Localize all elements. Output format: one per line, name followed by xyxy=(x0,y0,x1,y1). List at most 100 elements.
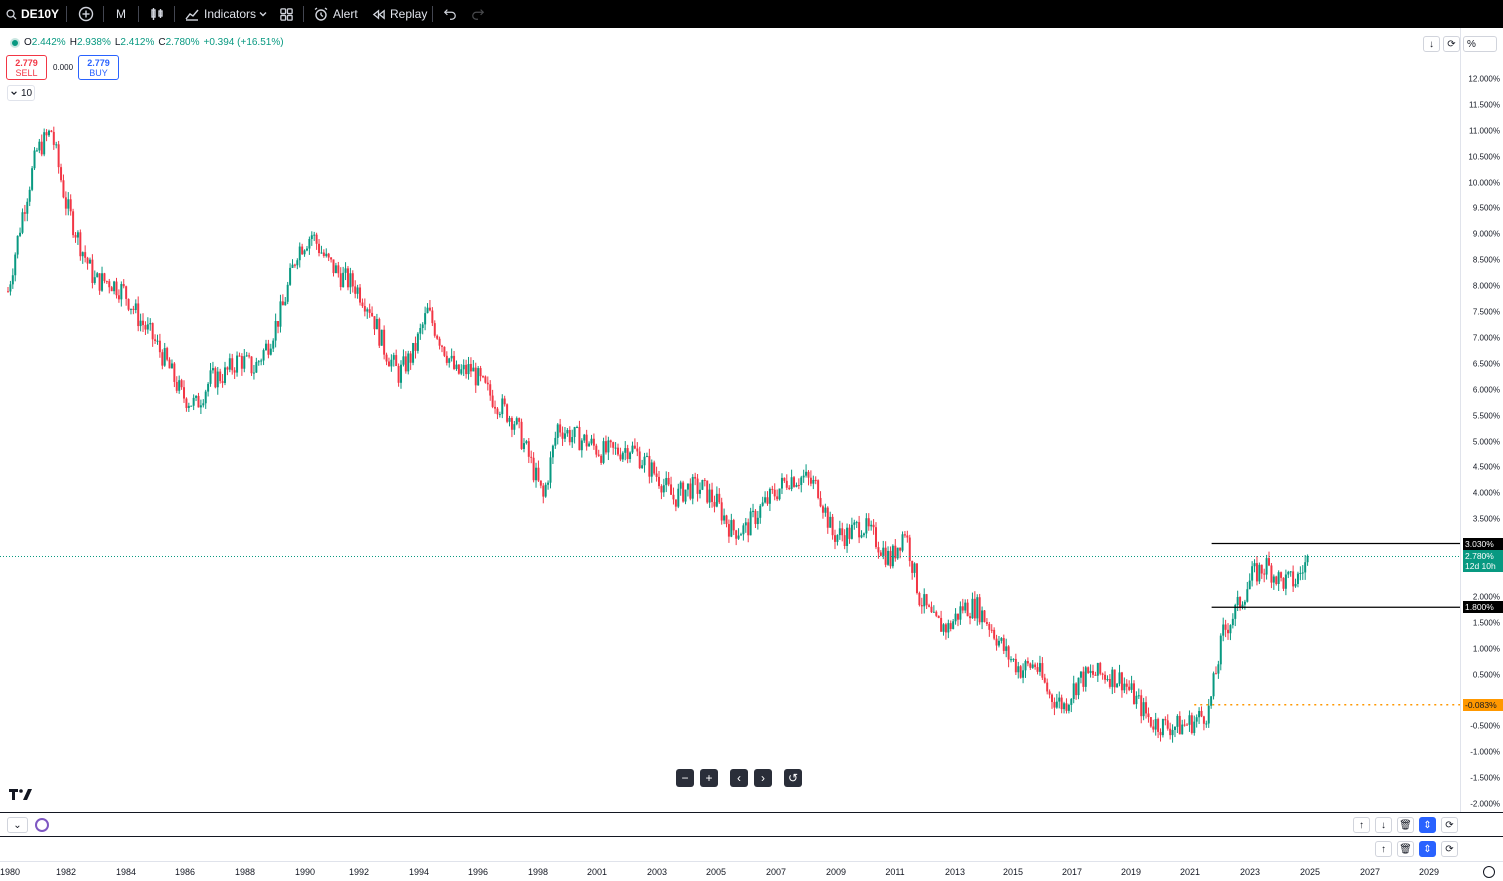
delete-pane-button[interactable]: 🗑 xyxy=(1397,817,1414,833)
candle-body xyxy=(944,624,947,633)
maximize-pane-button[interactable]: ⇕ xyxy=(1419,841,1436,857)
move-pane-down-button[interactable]: ↓ xyxy=(1375,817,1392,833)
candle-body xyxy=(826,507,829,528)
candle-body xyxy=(1055,701,1058,708)
plus-circle-icon xyxy=(78,6,94,22)
scroll-left-button[interactable]: ‹ xyxy=(730,769,748,787)
pane-settings-button[interactable]: ⟳ xyxy=(1441,841,1458,857)
price-tick-label: 5.000% xyxy=(1472,437,1500,446)
candle-body xyxy=(284,301,287,306)
zoom-in-button[interactable]: + xyxy=(700,769,718,787)
candle-body xyxy=(457,364,460,374)
candle-body xyxy=(202,403,205,406)
candle-body xyxy=(530,456,533,458)
time-scale[interactable]: 1980 1982 1984 1986 1988 1990 1992 1994 1996 1998… xyxy=(0,863,1503,881)
candle-body xyxy=(698,489,701,494)
alert-button[interactable]: Alert xyxy=(313,0,358,28)
candle-body xyxy=(407,353,410,372)
sell-button[interactable]: 2.779 SELL xyxy=(6,55,47,80)
alert-label: Alert xyxy=(333,7,358,21)
move-pane-up-button[interactable]: ↑ xyxy=(1353,817,1370,833)
buy-button[interactable]: 2.779 BUY xyxy=(78,55,119,80)
price-chart[interactable] xyxy=(0,28,1460,812)
candle-body xyxy=(556,424,559,438)
candle-body xyxy=(638,451,641,469)
candle-body xyxy=(1253,563,1256,567)
pane-settings-button[interactable]: ⟳ xyxy=(1441,817,1458,833)
candle-body xyxy=(1275,576,1278,585)
redo-button[interactable] xyxy=(471,0,485,28)
candle-body xyxy=(853,522,856,525)
compare-symbol-button[interactable] xyxy=(78,0,94,28)
candle-body xyxy=(1024,661,1027,671)
candle-body xyxy=(28,189,31,202)
candle-body xyxy=(691,476,694,499)
templates-button[interactable] xyxy=(279,0,294,28)
time-tick-label: 2003 xyxy=(646,867,668,877)
candle-body xyxy=(1251,566,1254,581)
candle-body xyxy=(98,273,101,291)
price-tick-label: -1.500% xyxy=(1470,773,1500,783)
candle-body xyxy=(1096,663,1099,676)
candle-body xyxy=(67,199,70,209)
reset-chart-button[interactable]: ↺ xyxy=(784,769,802,787)
candle-body xyxy=(142,320,145,326)
candle-body xyxy=(614,447,617,449)
candle-body xyxy=(175,381,178,391)
candle-body xyxy=(713,501,716,507)
bar-countdown: 12d 10h xyxy=(1465,561,1496,572)
indicators-button[interactable]: Indicators xyxy=(184,0,256,28)
collapse-pane-button[interactable]: ⌄ xyxy=(7,817,28,833)
search-icon xyxy=(6,8,17,20)
percent-scale-toggle[interactable]: % xyxy=(1463,36,1497,52)
candle-body xyxy=(761,502,764,506)
interval-button[interactable]: M xyxy=(116,0,126,28)
candle-body xyxy=(1082,671,1085,687)
candle-body xyxy=(1282,577,1285,589)
candle-body xyxy=(785,480,788,488)
candle-body xyxy=(814,479,817,481)
candle-body xyxy=(419,328,422,334)
candle-body xyxy=(183,387,186,399)
candle-body xyxy=(629,452,632,460)
time-tick-label: 1982 xyxy=(55,867,77,877)
candle-body xyxy=(305,248,308,251)
market-status-icon xyxy=(10,37,20,48)
chart-type-button[interactable] xyxy=(149,0,165,28)
candle-body xyxy=(375,318,378,330)
sync-icon[interactable] xyxy=(35,818,49,832)
undo-button[interactable] xyxy=(443,0,457,28)
candle-body xyxy=(527,441,530,457)
candle-body xyxy=(221,381,224,383)
candle-body xyxy=(1181,724,1184,735)
candle-body xyxy=(421,324,424,329)
price-scale[interactable]: 12.000% 11.500% 11.000% 10.500% 10.000% 9.500… xyxy=(1460,28,1503,812)
move-pane-up-button[interactable]: ↑ xyxy=(1375,841,1392,857)
maximize-pane-button[interactable]: ⇕ xyxy=(1419,817,1436,833)
candle-body xyxy=(1051,694,1054,703)
candle-body xyxy=(1089,670,1092,673)
candle-body xyxy=(841,528,844,536)
time-tick-label: 1988 xyxy=(234,867,256,877)
price-tick-label: 7.000% xyxy=(1472,333,1500,343)
candle-body xyxy=(809,477,812,484)
candle-body xyxy=(563,433,566,439)
indicator-collapse-chip[interactable]: 10 xyxy=(7,85,35,101)
time-tick-label: 2001 xyxy=(586,867,608,877)
settings-icon[interactable] xyxy=(1483,866,1495,878)
replay-button[interactable]: Replay xyxy=(371,0,427,28)
reset-scale-button[interactable]: ⟳ xyxy=(1443,36,1460,52)
candle-body xyxy=(378,318,381,346)
symbol-search[interactable]: DE10Y xyxy=(6,0,59,28)
scroll-right-button[interactable]: › xyxy=(754,769,772,787)
candle-body xyxy=(783,477,786,481)
change-value: +0.394 (+16.51%) xyxy=(203,37,284,48)
candle-body xyxy=(1005,646,1008,651)
candle-body xyxy=(91,259,94,283)
scroll-down-button[interactable]: ↓ xyxy=(1423,36,1440,52)
indicators-dropdown[interactable] xyxy=(258,0,268,28)
price-tick-label: 6.000% xyxy=(1472,385,1500,395)
zoom-out-button[interactable]: − xyxy=(676,769,694,787)
tradingview-logo[interactable] xyxy=(9,788,33,804)
delete-pane-button[interactable]: 🗑 xyxy=(1397,841,1414,857)
